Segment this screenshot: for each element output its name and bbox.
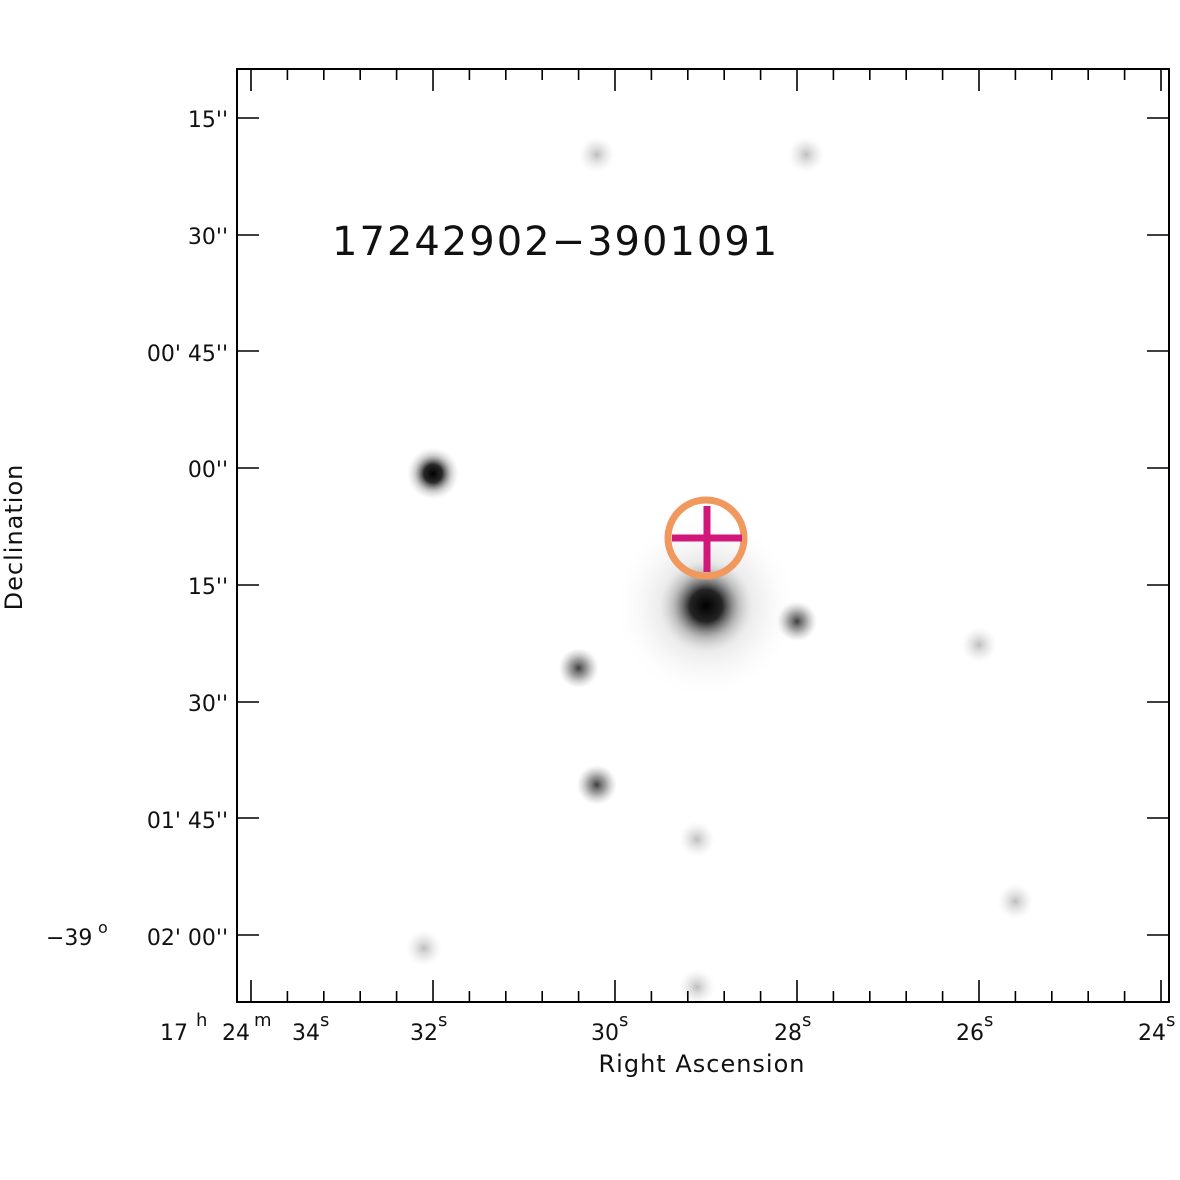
y-axis-labels: 15'' 30'' 00' 45'' 00'' 15'' 30'' 01' 45…: [46, 108, 228, 951]
y-tick-label: 01' 45'': [147, 809, 228, 834]
x-tick-seconds-unit: s: [802, 1010, 811, 1031]
x-tick-seconds-unit: s: [320, 1010, 329, 1031]
star: [660, 559, 752, 652]
y-tick-label: 30'': [188, 225, 228, 250]
star: [678, 969, 715, 1006]
star: [961, 626, 997, 663]
target-circle-icon: [664, 496, 748, 580]
stars-layer: [405, 136, 1034, 1006]
x-tick-seconds: 30: [591, 1021, 619, 1046]
y-tick-label: 00' 45'': [147, 342, 228, 367]
star: [578, 136, 615, 173]
star: [997, 883, 1034, 920]
axis-ticks: [237, 69, 1169, 1002]
y-tick-label: 02' 00'': [147, 926, 228, 951]
y-axis-title: Declination: [0, 464, 28, 611]
x-tick-hours-unit: h: [196, 1010, 207, 1031]
x-tick-seconds: 28: [774, 1021, 802, 1046]
x-axis-title: Right Ascension: [599, 1050, 806, 1078]
star: [405, 930, 442, 967]
x-tick-seconds-unit: s: [984, 1010, 993, 1031]
star: [407, 447, 459, 500]
x-tick-seconds: 24: [1138, 1021, 1166, 1046]
x-tick-seconds-unit: s: [438, 1010, 447, 1031]
x-tick-seconds: 32: [410, 1021, 438, 1046]
x-tick-seconds-unit: s: [619, 1010, 628, 1031]
y-tick-label: 00'': [188, 458, 228, 483]
plot-frame: [236, 68, 1170, 1003]
x-tick-seconds: 34: [292, 1021, 320, 1046]
x-axis-labels: 17 h 24 m 34 s 32 s 30 s 28 s 26 s 24 s: [160, 1010, 1175, 1046]
y-tick-degree: −39: [46, 926, 92, 951]
sky-image: [237, 69, 1169, 1006]
star: [678, 821, 715, 858]
source-id-label: 17242902−3901091: [332, 219, 779, 265]
x-tick-seconds-unit: s: [1166, 1010, 1175, 1031]
x-tick-hours: 17: [160, 1021, 188, 1046]
star: [777, 601, 817, 642]
star: [788, 136, 825, 173]
x-tick-seconds: 26: [956, 1021, 984, 1046]
x-tick-minutes-unit: m: [254, 1010, 272, 1031]
y-tick-label: 15'': [188, 575, 228, 600]
y-tick-label: 30'': [188, 692, 228, 717]
x-tick-minutes: 24: [222, 1021, 250, 1046]
target-marker: [664, 496, 748, 580]
star: [558, 648, 599, 689]
y-tick-label: 15'': [188, 108, 228, 133]
star: [576, 764, 617, 805]
y-tick-degree-unit: o: [98, 918, 108, 937]
